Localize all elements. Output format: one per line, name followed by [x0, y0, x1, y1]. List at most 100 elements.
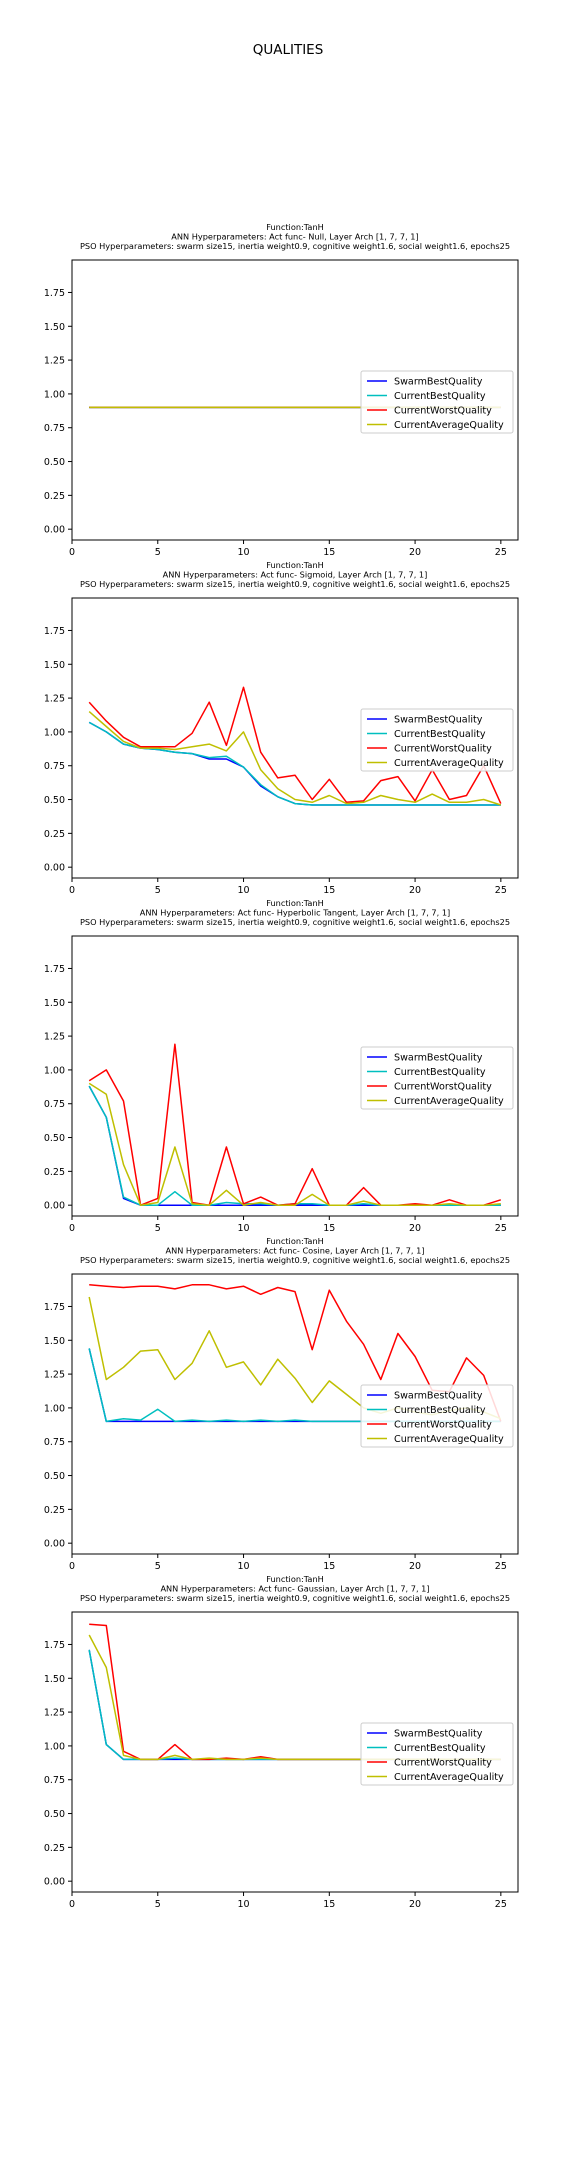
y-tick-label: 1.00 [44, 1065, 65, 1076]
series-line-current-average-quality [88, 1082, 501, 1206]
legend-label: CurrentWorstQuality [394, 744, 492, 755]
y-tick-label: 1.50 [44, 1674, 65, 1685]
y-tick-label: 0.50 [44, 795, 65, 806]
legend: SwarmBestQuality CurrentBestQuality Curren… [360, 370, 514, 434]
chart-title-line: PSO Hyperparameters: swarm size15, inert… [80, 579, 510, 589]
legend-label: CurrentWorstQuality [394, 1082, 492, 1093]
chart-title-line: ANN Hyperparameters: Act func- Cosine, L… [165, 1246, 424, 1256]
y-tick-label: 0.50 [44, 1133, 65, 1144]
plot-frame [71, 1611, 519, 1893]
y-tick-label: 1.50 [44, 660, 65, 671]
series-line-current-average-quality [88, 711, 502, 806]
legend-label: CurrentBestQuality [394, 391, 486, 402]
y-tick-label: 0.75 [44, 1437, 65, 1448]
chart-title-line: ANN Hyperparameters: Act func- Hyperboli… [140, 908, 451, 918]
y-tick-label: 0.50 [44, 1471, 65, 1482]
y-tick-label: 1.00 [44, 389, 65, 400]
y-tick-label: 0.25 [44, 491, 65, 502]
x-tick-label: 25 [495, 1561, 507, 1572]
legend-label: SwarmBestQuality [394, 1391, 483, 1402]
x-tick-label: 5 [155, 547, 161, 558]
y-tick-label: 0.00 [44, 1539, 65, 1550]
y-tick-label: 1.75 [44, 964, 65, 975]
y-tick-label: 0.75 [44, 1775, 65, 1786]
plot-frame [71, 597, 519, 879]
x-tick-label: 15 [323, 1223, 335, 1234]
legend-label: CurrentAverageQuality [394, 1772, 504, 1783]
legend-label: CurrentAverageQuality [394, 1096, 504, 1107]
legend-label: CurrentBestQuality [394, 1067, 486, 1078]
series-line-current-best-quality [88, 721, 501, 806]
x-tick-label: 25 [495, 1899, 507, 1910]
legend-box [360, 1384, 514, 1448]
x-tick-label: 20 [409, 1899, 421, 1910]
x-tick-label: 25 [495, 1223, 507, 1234]
x-tick-label: 15 [323, 547, 335, 558]
y-tick-label: 0.75 [44, 423, 65, 434]
y-tick-label: 1.00 [44, 1403, 65, 1414]
legend-label: SwarmBestQuality [394, 1729, 483, 1740]
x-tick-label: 25 [495, 547, 507, 558]
chart-title-line: Function:TanH [266, 560, 324, 570]
x-tick-label: 5 [155, 1899, 161, 1910]
chart-title-line: PSO Hyperparameters: swarm size15, inert… [80, 917, 510, 927]
x-tick-label: 15 [323, 1561, 335, 1572]
legend-label: SwarmBestQuality [394, 715, 483, 726]
y-tick-label: 1.25 [44, 1370, 65, 1381]
y-tick-label: 0.00 [44, 863, 65, 874]
x-tick-label: 15 [323, 885, 335, 896]
legend: SwarmBestQuality CurrentBestQuality Curren… [360, 708, 514, 772]
chart-title-line: Function:TanH [266, 898, 324, 908]
legend-label: CurrentAverageQuality [394, 1434, 504, 1445]
y-tick-label: 1.75 [44, 1302, 65, 1313]
y-tick-label: 0.00 [44, 1877, 65, 1888]
x-tick-label: 5 [155, 1223, 161, 1234]
y-tick-label: 0.50 [44, 457, 65, 468]
x-tick-label: 10 [237, 1561, 249, 1572]
y-tick-label: 0.00 [44, 1201, 65, 1212]
y-tick-label: 0.25 [44, 829, 65, 840]
x-tick-label: 20 [409, 1561, 421, 1572]
legend-label: CurrentWorstQuality [394, 406, 492, 417]
chart-title-line: ANN Hyperparameters: Act func- Null, Lay… [171, 232, 418, 242]
y-tick-label: 1.50 [44, 998, 65, 1009]
x-tick-label: 0 [69, 1899, 75, 1910]
y-tick-label: 0.00 [44, 525, 65, 536]
x-tick-label: 0 [69, 885, 75, 896]
chart-title-line: PSO Hyperparameters: swarm size15, inert… [80, 1255, 510, 1265]
y-tick-label: 1.25 [44, 1032, 65, 1043]
y-tick-label: 0.50 [44, 1809, 65, 1820]
y-tick-label: 0.25 [44, 1843, 65, 1854]
chart-title-line: Function:TanH [266, 1574, 324, 1584]
legend-label: CurrentBestQuality [394, 729, 486, 740]
x-tick-label: 10 [237, 885, 249, 896]
y-tick-label: 1.00 [44, 1741, 65, 1752]
x-tick-label: 0 [69, 547, 75, 558]
y-tick-label: 1.75 [44, 626, 65, 637]
legend-label: CurrentAverageQuality [394, 420, 504, 431]
y-tick-label: 1.75 [44, 1640, 65, 1651]
x-tick-label: 5 [155, 1561, 161, 1572]
chart-title-line: PSO Hyperparameters: swarm size15, inert… [80, 1593, 510, 1603]
x-tick-label: 0 [69, 1223, 75, 1234]
x-tick-label: 20 [409, 885, 421, 896]
y-tick-label: 0.25 [44, 1505, 65, 1516]
legend-label: CurrentBestQuality [394, 1743, 486, 1754]
y-tick-label: 1.25 [44, 1708, 65, 1719]
x-tick-label: 20 [409, 1223, 421, 1234]
y-tick-label: 0.25 [44, 1167, 65, 1178]
legend-label: CurrentBestQuality [394, 1405, 486, 1416]
chart-title-line: Function:TanH [266, 222, 324, 232]
legend: SwarmBestQuality CurrentBestQuality Curren… [360, 1046, 514, 1110]
legend: SwarmBestQuality CurrentBestQuality Curren… [360, 1722, 514, 1786]
legend-box [360, 1722, 514, 1786]
figure-suptitle: QUALITIES [253, 42, 324, 58]
